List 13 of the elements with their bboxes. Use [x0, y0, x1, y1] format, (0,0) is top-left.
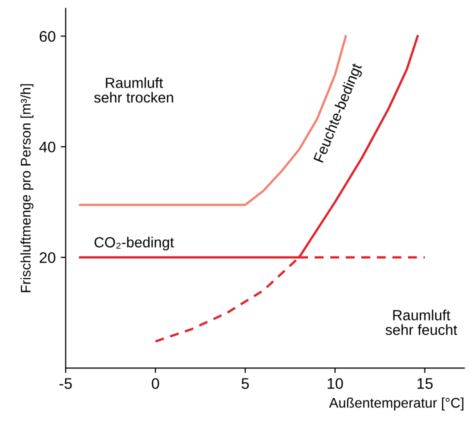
annotation: CO₂-bedingt — [94, 236, 174, 250]
x-tick-label: 15 — [417, 378, 433, 389]
x-tick-label: -5 — [60, 378, 72, 389]
x-tick-label: 0 — [152, 378, 160, 389]
annotation: Raumluft sehr feucht — [386, 310, 458, 335]
x-tick-label: 10 — [328, 378, 343, 389]
y-tick-label: 40 — [39, 142, 56, 152]
y-axis-title: Frischluftmenge pro Person [m³/h] — [20, 84, 34, 292]
x-tick-label: 5 — [242, 378, 249, 389]
y-tick-label: 20 — [40, 252, 56, 264]
x-axis-title: Außentemperatur [°C] — [329, 398, 464, 410]
annotation: Raumluft sehr trocken — [94, 77, 174, 103]
y-tick-label: 60 — [40, 30, 56, 42]
